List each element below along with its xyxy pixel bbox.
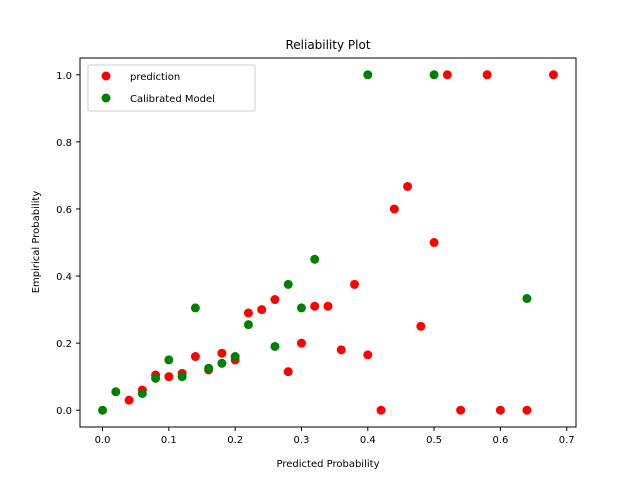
data-point	[363, 350, 373, 360]
legend-box	[87, 64, 256, 112]
x-tick-label: 0.2	[227, 435, 243, 446]
data-point	[257, 305, 267, 315]
legend: prediction Calibrated Model	[87, 64, 256, 112]
data-point	[243, 308, 253, 318]
x-tick-label: 0.5	[426, 435, 442, 446]
data-point	[151, 373, 161, 383]
y-tick-label: 0.2	[56, 339, 72, 350]
data-point	[429, 70, 439, 80]
data-point	[495, 405, 505, 415]
data-point	[164, 355, 174, 365]
y-axis-label: Empirical Probability	[31, 191, 42, 294]
legend-marker	[101, 93, 111, 103]
data-point	[350, 279, 360, 289]
legend-marker	[101, 71, 111, 81]
data-point	[283, 279, 293, 289]
x-tick-label: 0.6	[492, 435, 508, 446]
data-point	[243, 320, 253, 330]
x-tick-label: 0.1	[161, 435, 177, 446]
data-point	[336, 345, 346, 355]
data-point	[310, 301, 320, 311]
data-point	[416, 321, 426, 331]
data-point	[204, 363, 214, 373]
data-point	[230, 352, 240, 362]
data-point	[403, 181, 413, 191]
data-point	[389, 204, 399, 214]
data-point	[323, 301, 333, 311]
y-tick-label: 0.6	[56, 205, 72, 216]
plot-area	[79, 57, 577, 428]
legend-label: prediction	[130, 72, 180, 83]
data-point	[296, 338, 306, 348]
chart-title: Reliability Plot	[285, 38, 370, 52]
legend-label: Calibrated Model	[130, 94, 215, 105]
data-point	[522, 405, 532, 415]
data-point	[217, 348, 227, 358]
data-point	[363, 70, 373, 80]
x-tick-label: 0.3	[294, 435, 310, 446]
x-tick-label: 0.4	[360, 435, 376, 446]
data-point	[137, 388, 147, 398]
data-point	[310, 254, 320, 264]
x-axis: 0.0 0.1 0.2 0.3 0.4 0.5 0.6 0.7	[95, 427, 575, 446]
data-point	[217, 358, 227, 368]
series-1	[124, 70, 558, 415]
data-point	[190, 352, 200, 362]
x-tick-label: 0.0	[95, 435, 111, 446]
data-point	[177, 372, 187, 382]
y-tick-label: 1.0	[56, 71, 72, 82]
data-point	[98, 405, 108, 415]
data-point	[376, 405, 386, 415]
data-point	[482, 70, 492, 80]
data-point	[270, 341, 280, 351]
data-point	[111, 387, 121, 397]
data-point	[124, 395, 134, 405]
y-tick-label: 0.8	[56, 138, 72, 149]
plot-frame	[79, 57, 577, 428]
data-point	[190, 303, 200, 313]
data-point	[442, 70, 452, 80]
data-point	[296, 303, 306, 313]
y-axis: 0.0 0.2 0.4 0.6 0.8 1.0	[56, 71, 80, 417]
series-2	[98, 70, 532, 415]
data-point	[283, 367, 293, 377]
data-point	[164, 372, 174, 382]
y-tick-label: 0.0	[56, 406, 72, 417]
x-tick-label: 0.7	[559, 435, 575, 446]
data-point	[456, 405, 466, 415]
data-point	[522, 294, 532, 304]
x-axis-label: Predicted Probability	[277, 459, 380, 470]
data-point	[270, 295, 280, 305]
data-point	[429, 238, 439, 247]
data-point	[548, 70, 558, 80]
y-tick-label: 0.4	[56, 272, 72, 283]
